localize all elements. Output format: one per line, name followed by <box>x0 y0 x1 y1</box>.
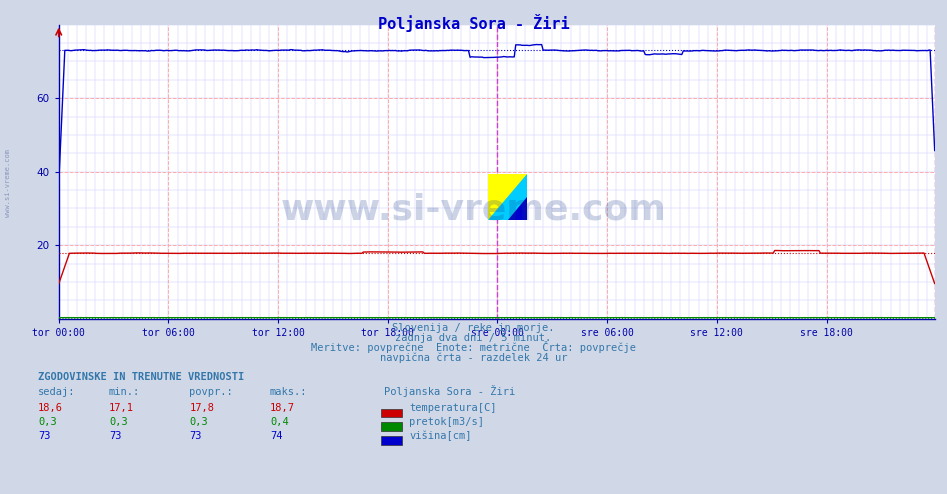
Text: 0,4: 0,4 <box>270 417 289 427</box>
Text: 0,3: 0,3 <box>189 417 208 427</box>
Text: zadnja dva dni / 5 minut.: zadnja dva dni / 5 minut. <box>396 333 551 343</box>
Text: ZGODOVINSKE IN TRENUTNE VREDNOSTI: ZGODOVINSKE IN TRENUTNE VREDNOSTI <box>38 372 244 382</box>
Text: maks.:: maks.: <box>270 387 308 397</box>
Text: min.:: min.: <box>109 387 140 397</box>
Text: 0,3: 0,3 <box>109 417 128 427</box>
Text: Poljanska Sora - Žiri: Poljanska Sora - Žiri <box>378 14 569 32</box>
Text: Meritve: povprečne  Enote: metrične  Črta: povprečje: Meritve: povprečne Enote: metrične Črta:… <box>311 341 636 353</box>
Text: 0,3: 0,3 <box>38 417 57 427</box>
Polygon shape <box>488 174 527 220</box>
Text: 17,1: 17,1 <box>109 403 134 413</box>
Text: navpična črta - razdelek 24 ur: navpična črta - razdelek 24 ur <box>380 352 567 363</box>
Text: 17,8: 17,8 <box>189 403 214 413</box>
Text: povpr.:: povpr.: <box>189 387 233 397</box>
Text: temperatura[C]: temperatura[C] <box>409 403 496 413</box>
Text: sedaj:: sedaj: <box>38 387 76 397</box>
Text: višina[cm]: višina[cm] <box>409 430 472 441</box>
Text: 73: 73 <box>189 431 202 441</box>
Text: www.si-vreme.com: www.si-vreme.com <box>5 149 10 217</box>
Text: 18,7: 18,7 <box>270 403 295 413</box>
Polygon shape <box>488 174 527 220</box>
Polygon shape <box>508 197 527 220</box>
Text: Slovenija / reke in morje.: Slovenija / reke in morje. <box>392 323 555 333</box>
Text: 73: 73 <box>109 431 121 441</box>
Text: pretok[m3/s]: pretok[m3/s] <box>409 417 484 427</box>
Text: www.si-vreme.com: www.si-vreme.com <box>280 193 667 227</box>
Text: 73: 73 <box>38 431 50 441</box>
Text: 74: 74 <box>270 431 282 441</box>
Text: 18,6: 18,6 <box>38 403 63 413</box>
Text: Poljanska Sora - Žiri: Poljanska Sora - Žiri <box>384 385 515 397</box>
